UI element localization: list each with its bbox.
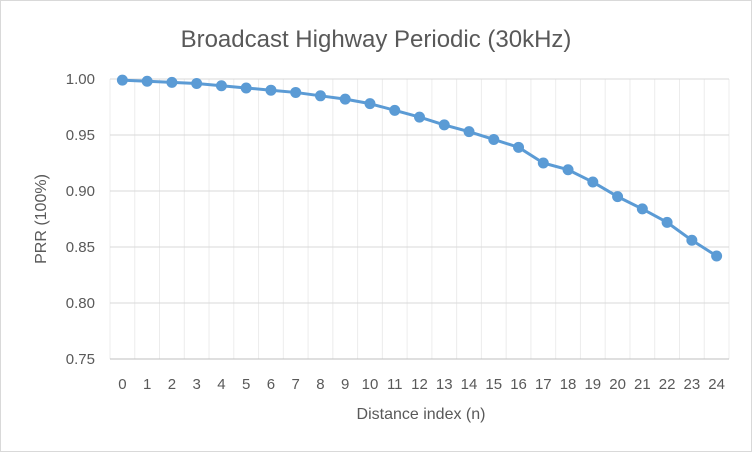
x-tick-label: 9 bbox=[341, 376, 349, 393]
data-point bbox=[314, 90, 326, 102]
data-point bbox=[711, 250, 723, 262]
x-tick-label: 10 bbox=[362, 376, 379, 393]
data-point bbox=[636, 203, 648, 215]
x-axis-label: Distance index (n) bbox=[357, 406, 486, 423]
data-point bbox=[166, 76, 178, 88]
x-tick-label: 7 bbox=[292, 376, 300, 393]
x-tick-label: 19 bbox=[584, 376, 601, 393]
x-tick-label: 0 bbox=[118, 376, 126, 393]
data-point bbox=[414, 111, 425, 123]
data-point bbox=[661, 216, 673, 228]
data-point bbox=[562, 164, 574, 176]
x-tick-label: 2 bbox=[168, 376, 176, 393]
data-point bbox=[290, 86, 302, 98]
data-point bbox=[537, 157, 549, 169]
y-tick-label: 0.85 bbox=[66, 239, 95, 256]
data-point bbox=[463, 126, 475, 138]
data-point bbox=[686, 234, 698, 246]
x-tick-label: 8 bbox=[316, 376, 324, 393]
x-tick-label: 6 bbox=[267, 376, 275, 393]
data-point bbox=[587, 176, 599, 188]
y-tick-label: 1.00 bbox=[66, 71, 95, 88]
x-tick-label: 18 bbox=[560, 376, 577, 393]
x-tick-label: 4 bbox=[217, 376, 225, 393]
y-axis-ticks: 0.75 0.80 0.85 0.90 0.95 1.00 bbox=[66, 71, 95, 368]
x-tick-label: 17 bbox=[535, 376, 552, 393]
data-point bbox=[612, 191, 624, 203]
data-point bbox=[339, 93, 351, 105]
chart-title: Broadcast Highway Periodic (30kHz) bbox=[181, 26, 572, 53]
data-point bbox=[513, 141, 525, 153]
x-tick-label: 14 bbox=[461, 376, 478, 393]
data-point bbox=[191, 77, 203, 89]
y-axis-label: PRR (100%) bbox=[33, 174, 50, 264]
x-tick-label: 24 bbox=[708, 376, 725, 393]
x-tick-label: 1 bbox=[143, 376, 151, 393]
data-point bbox=[488, 133, 500, 145]
x-tick-label: 15 bbox=[485, 376, 502, 393]
series-line bbox=[120, 78, 719, 258]
x-tick-label: 22 bbox=[659, 376, 676, 393]
x-tick-label: 3 bbox=[192, 376, 200, 393]
y-tick-label: 0.95 bbox=[66, 127, 95, 144]
y-tick-label: 0.80 bbox=[66, 295, 95, 312]
x-tick-label: 13 bbox=[436, 376, 453, 393]
x-axis-ticks: 0 1 2 3 4 5 6 7 8 9 10 11 12 13 14 15 16 17 18 19 20 21 22 23 24 bbox=[118, 376, 725, 393]
y-tick-label: 0.90 bbox=[66, 183, 95, 200]
x-tick-label: 12 bbox=[411, 376, 428, 393]
x-tick-label: 23 bbox=[684, 376, 701, 393]
data-point bbox=[389, 104, 401, 116]
x-tick-label: 16 bbox=[510, 376, 527, 393]
series-layer bbox=[116, 74, 723, 262]
data-point bbox=[141, 75, 153, 87]
data-point bbox=[116, 74, 128, 86]
data-point bbox=[265, 84, 277, 96]
data-point bbox=[215, 80, 227, 92]
y-tick-label: 0.75 bbox=[66, 351, 95, 368]
grid-layer bbox=[109, 78, 730, 360]
x-tick-label: 5 bbox=[242, 376, 250, 393]
data-point bbox=[364, 98, 376, 110]
x-tick-label: 11 bbox=[387, 376, 403, 393]
x-tick-label: 21 bbox=[634, 376, 651, 393]
data-point bbox=[240, 82, 252, 94]
x-tick-label: 20 bbox=[609, 376, 626, 393]
data-point bbox=[438, 119, 450, 131]
